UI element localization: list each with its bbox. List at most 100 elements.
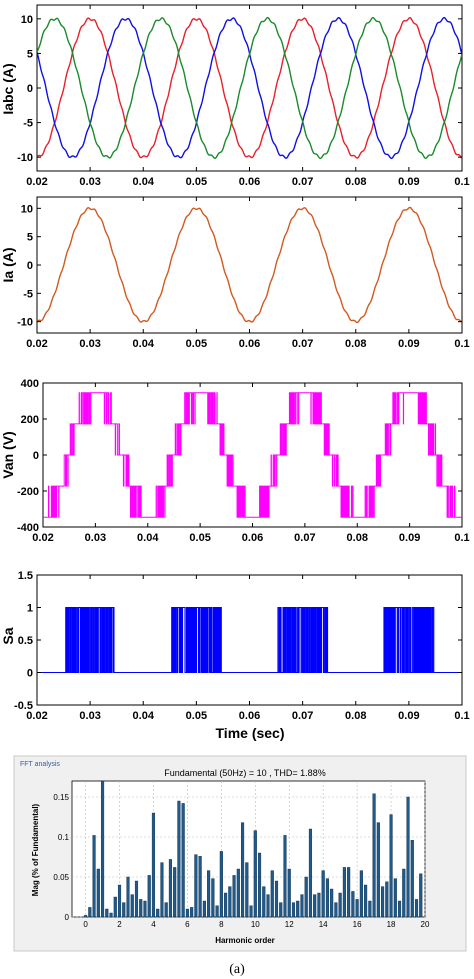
van-x-tick-label: 0.09 [399,532,420,544]
fft-bar [198,856,202,918]
ia-y-tick-label: -10 [17,317,33,329]
fft-bar [185,908,189,918]
sa-y-tick-label: 0 [27,668,33,680]
fft-bar [342,867,346,918]
sa-y-tick-label: 0.5 [18,635,33,647]
fft-bar [321,870,325,918]
fft-bar [355,899,359,918]
fft-bar [317,892,321,918]
ia-y-tick-label: 5 [27,232,33,244]
iabc-x-tick-label: 0.07 [292,176,313,188]
fft-bar [177,800,181,918]
fft-bar [414,899,419,918]
fft-bar [279,902,283,918]
sa-x-tick-label: 0.06 [239,710,260,722]
iabc-x-tick-label: 0.03 [79,176,100,188]
van-plot-frame [42,382,463,528]
fft-bar [376,822,380,918]
fft-bar [236,868,240,918]
fft-bar [207,870,211,918]
fft-x-tick-label: 20 [421,920,430,929]
sa-x-tick-label: 0.04 [133,710,155,722]
van-x-tick-label: 0.02 [32,532,53,544]
fft-bar [351,891,355,918]
fft-bar [156,908,160,918]
sa-series-0 [37,607,462,673]
fft-x-tick-label: 14 [319,920,328,929]
fft-bar [406,796,410,918]
fft-y-tick-label: 0.15 [53,793,69,802]
sa-y-tick-label: 1 [27,603,33,615]
van-series-group [43,392,462,518]
fft-bar [134,880,139,918]
ia-y-label: Ia (A) [0,248,16,283]
fft-bar [105,908,109,918]
van-x-tick-label: 0.05 [189,532,210,544]
fft-window-label: FFT analysis [20,761,60,768]
ia-y-tick-label: 0 [27,260,33,272]
fft-x-label: Harmonic order [215,936,275,945]
fft-bar [274,880,279,918]
van-y-tick-label: -200 [17,486,39,498]
iabc-x-tick-label: 0.02 [26,176,47,188]
fft-y-tick-label: 0 [65,913,70,922]
fft-bar [139,899,143,918]
fft-bar [381,886,385,918]
van-x-tick-label: 0.03 [85,532,106,544]
fft-bar [364,884,368,918]
iabc-x-tick-label: 0.08 [345,176,366,188]
van-x-tick-label: 0.1 [454,532,469,544]
fft-bar [122,902,126,918]
fft-bar [330,888,334,918]
fft-bar [215,905,219,918]
fft-bar [113,896,117,918]
fft-bar [232,875,236,918]
sa-x-tick-label: 0.02 [26,710,47,722]
ia-series-group [37,206,462,324]
fft-bar [296,900,300,918]
sa-panel: 0.02 0.03 0.04 0.05 0.06 0.07 0.08 0.09 0.1 1.5 1 0… [0,570,470,741]
fft-bar [304,876,308,918]
fft-bar [334,902,338,918]
fft-bar [96,868,100,918]
fft-bar [228,886,232,918]
ia-x-tick-label: 0.08 [345,338,366,350]
fft-bar [92,835,96,918]
ia-x-tick-label: 0.06 [239,338,260,350]
fft-bar [109,912,113,918]
fft-bar [253,830,257,918]
fft-bar [266,894,270,918]
fft-bar [385,881,389,918]
fft-bar [130,894,134,918]
van-x-tick-label: 0.07 [294,532,315,544]
iabc-x-tick-label: 0.05 [186,176,207,188]
van-series-0 [43,392,462,518]
sa-x-tick-label: 0.05 [186,710,207,722]
ia-x-tick-label: 0.09 [398,338,419,350]
sa-x-tick-label: 0.09 [398,710,419,722]
fft-bar [126,876,130,918]
fft-bar [219,851,223,918]
iabc-series-group [37,16,462,160]
fft-x-tick-label: 16 [353,920,362,929]
fft-y-label: Mag (% of Fundamental) [31,803,40,896]
ia-x-tick-label: 0.03 [79,338,100,350]
ia-series-0 [37,206,462,324]
fft-bar [181,803,185,918]
fft-bar [397,900,402,918]
fft-bar [270,870,274,918]
fft-x-tick-label: 6 [185,920,190,929]
iabc-x-tick-label: 0.04 [133,176,155,188]
fft-x-tick-label: 8 [219,920,224,929]
fft-bar [338,892,342,918]
fft-bar [190,907,194,918]
fft-bar [262,886,266,918]
fft-bar [300,894,304,918]
fft-title: Fundamental (50Hz) = 10 , THD= 1.88% [164,768,325,778]
fft-bar [84,915,88,918]
fft-bar [410,840,414,918]
fft-bar [347,867,351,918]
sa-x-tick-label: 0.03 [79,710,100,722]
fft-bar [160,862,164,918]
